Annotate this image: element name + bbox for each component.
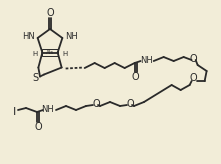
Text: I: I xyxy=(12,107,16,117)
Text: O: O xyxy=(34,122,42,132)
Text: O: O xyxy=(190,73,197,83)
Text: NH: NH xyxy=(140,56,153,64)
Text: NH: NH xyxy=(42,104,54,113)
Text: O: O xyxy=(92,99,100,109)
Text: NH: NH xyxy=(65,32,78,41)
Text: H: H xyxy=(33,51,38,57)
Text: O: O xyxy=(46,8,54,18)
FancyBboxPatch shape xyxy=(42,49,58,56)
Text: HN: HN xyxy=(22,32,35,41)
Text: O: O xyxy=(190,54,197,64)
Text: O: O xyxy=(126,99,134,109)
Text: S: S xyxy=(32,72,38,82)
Text: H: H xyxy=(62,51,67,57)
Text: O: O xyxy=(132,72,139,82)
Text: Als: Als xyxy=(46,50,54,55)
